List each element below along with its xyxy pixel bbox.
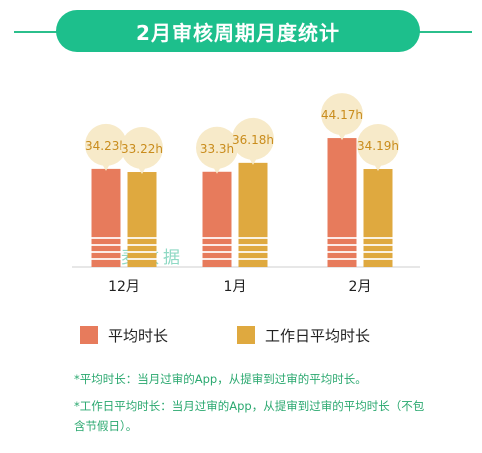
header-line-right [418,31,472,33]
bar-stripe [238,244,268,246]
bar-stripe [327,258,357,260]
data-label: 33.22h [121,142,163,156]
bar-stripe [202,258,232,260]
legend-swatch-avg [80,326,98,344]
bar-stripe [363,258,393,260]
data-label-bubble: 36.18h [232,117,274,165]
legend-label-avg: 平均时长 [108,326,169,345]
data-label-bubble: 44.17h [321,93,363,141]
bar-stripe [202,251,232,253]
bar-avg-3 [327,138,357,267]
bar-stripe [91,237,121,239]
data-label-bubble: 33.3h [196,126,238,174]
bar-stripe [127,258,157,260]
footnote-workday: *工作日平均时长：当月过审的App，从提审到过审的平均时长（不包含节假日）。 [74,399,425,433]
bar-stripe [327,237,357,239]
data-label: 34.23h [85,139,127,153]
legend-item-avg: 平均时长 [80,324,168,346]
data-label-bubble: 34.19h [357,124,399,172]
bar-workday-2 [238,162,268,267]
bar-stripe [91,251,121,253]
category-label: 12月 [108,279,140,295]
bar-stripe [202,237,232,239]
bar-stripe [127,244,157,246]
bar-stripe [363,244,393,246]
bar-workday-3 [363,169,393,267]
data-label-bubble: 33.22h [121,127,163,175]
bar-stripe [363,237,393,239]
bar-stripe [91,244,121,246]
bar-stripe [238,237,268,239]
legend-label-workday: 工作日平均时长 [265,326,371,345]
bar-avg-1 [91,168,121,267]
data-label: 44.17h [321,108,363,122]
category-label: 2月 [349,279,372,295]
legend-item-workday: 工作日平均时长 [237,324,370,346]
category-label: 1月 [224,279,247,295]
data-label: 33.3h [200,142,234,156]
bar-stripe [363,251,393,253]
footnote-avg: *平均时长：当月过审的App，从提审到过审的平均时长。 [74,372,367,386]
bar-stripe [202,244,232,246]
bar-chart: 七麦数据 34.23h33.22h12月33.3h36.18h1月44.17h3… [72,93,420,295]
bar-stripe [238,258,268,260]
legend-swatch-workday [237,326,255,344]
data-label-bubble: 34.23h [85,123,127,171]
bar-stripe [327,244,357,246]
data-label: 36.18h [232,133,274,147]
bar-stripe [327,251,357,253]
bar-stripe [127,251,157,253]
bar-stripe [91,258,121,260]
bar-stripe [127,237,157,239]
header-line-left [14,31,64,33]
data-label: 34.19h [357,139,399,153]
bar-stripe [238,251,268,253]
chart-title: 2月审核周期月度统计 [56,10,420,52]
